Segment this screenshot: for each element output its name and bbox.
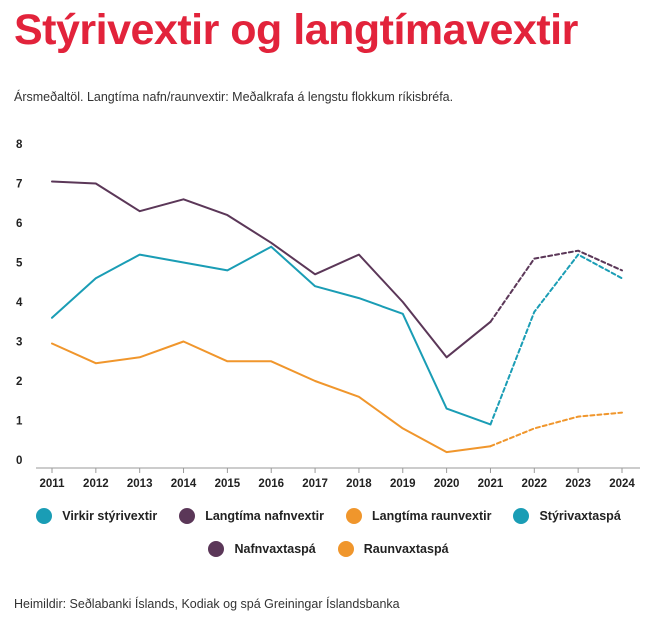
- series-line-styrivaxtaspa: [489, 253, 623, 426]
- legend-marker: [179, 508, 196, 524]
- x-tick-label: 2018: [346, 478, 372, 490]
- y-tick-label: 5: [16, 258, 23, 270]
- legend-item-raunvaxtaspa: Raunvaxtaspá: [337, 541, 449, 557]
- y-tick-label: 8: [16, 139, 23, 151]
- x-tick-label: 2011: [40, 478, 66, 490]
- chart-subtitle: Ársmeðaltöl. Langtíma nafn/raunvextir: M…: [14, 90, 454, 104]
- legend-label: Langtíma raunvextir: [371, 509, 492, 523]
- series-line-langtima-raunvextir: [51, 340, 492, 454]
- x-tick-label: 2023: [565, 478, 591, 490]
- legend-label: Langtíma nafnvextir: [205, 509, 324, 523]
- legend-label: Raunvaxtaspá: [363, 542, 449, 556]
- legend-item-nafnvaxtaspa: Nafnvaxtaspá: [208, 541, 316, 557]
- x-tick-label: 2021: [478, 478, 504, 490]
- x-tick-label: 2019: [390, 478, 416, 490]
- series-line-langtima-nafnvextir: [51, 180, 492, 359]
- y-tick-label: 1: [16, 416, 23, 428]
- x-tick-label: 2024: [609, 478, 635, 490]
- x-tick-label: 2017: [302, 478, 328, 490]
- chart-title: Stýrivextir og langtímavextir: [14, 6, 578, 54]
- legend-item-langtima-nafnvextir: Langtíma nafnvextir: [179, 508, 324, 524]
- legend-item-styrivaxtaspa: Stýrivaxtaspá: [513, 508, 621, 524]
- legend-label: Virkir stýrivextir: [62, 509, 158, 523]
- y-tick-label: 3: [16, 337, 22, 349]
- line-chart: 0 1 2 3 4 5 6 7 8 2011 2012 2013 2014 2015 2016 2017 201…: [16, 139, 640, 490]
- legend-row-2: Nafnvaxtaspá Raunvaxtaspá: [0, 541, 657, 557]
- legend-item-virkir-styrivextir: Virkir stýrivextir: [36, 508, 157, 524]
- legend-marker: [513, 508, 530, 524]
- y-tick-label: 6: [16, 218, 22, 230]
- x-tick-label: 2015: [215, 478, 241, 490]
- x-tick-label: 2012: [83, 478, 109, 490]
- y-tick-label: 7: [16, 179, 22, 191]
- legend-marker: [337, 541, 354, 557]
- x-tick-label: 2016: [258, 478, 284, 490]
- legend-label: Stýrivaxtaspá: [539, 509, 621, 523]
- chart-legend: Virkir stýrivextir Langtíma nafnvextir L…: [0, 508, 657, 574]
- legend-label: Nafnvaxtaspá: [234, 542, 316, 556]
- y-tick-label: 0: [16, 455, 22, 467]
- y-tick-label: 2: [16, 376, 22, 388]
- legend-item-langtima-raunvextir: Langtíma raunvextir: [345, 508, 492, 524]
- x-tick-label: 2014: [171, 478, 197, 490]
- legend-marker: [36, 508, 53, 524]
- y-tick-label: 4: [16, 297, 23, 309]
- x-tick-label: 2020: [434, 478, 460, 490]
- x-tick-label: 2013: [127, 478, 153, 490]
- series-line-raunvaxtaspa: [489, 411, 623, 448]
- legend-marker: [345, 508, 362, 524]
- source-note: Heimildir: Seðlabanki Íslands, Kodiak og…: [14, 597, 400, 611]
- series-line-virkir-styrivextir: [51, 245, 492, 426]
- series-line-nafnvaxtaspa: [489, 249, 623, 323]
- x-tick-label: 2022: [522, 478, 548, 490]
- legend-marker: [208, 541, 225, 557]
- legend-row-1: Virkir stýrivextir Langtíma nafnvextir L…: [0, 508, 657, 524]
